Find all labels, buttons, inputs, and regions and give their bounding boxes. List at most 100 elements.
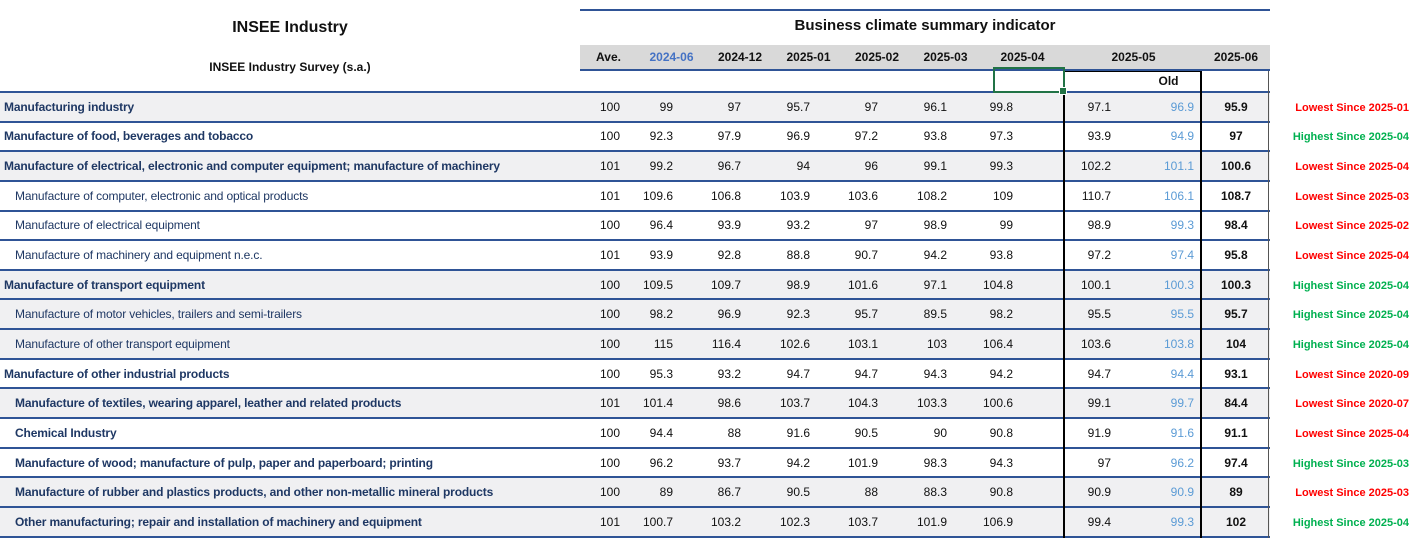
value-cell[interactable]: 98.9: [923, 218, 947, 233]
value-cell[interactable]: 102.2: [1080, 159, 1111, 174]
value-cell[interactable]: 91.6: [1170, 425, 1194, 440]
value-cell[interactable]: 101.9: [847, 455, 878, 470]
value-cell[interactable]: 99.3: [989, 159, 1013, 174]
value-cell[interactable]: 101: [599, 188, 620, 203]
status-text[interactable]: Lowest Since 2025-01: [1295, 101, 1409, 114]
value-cell[interactable]: 99.8: [989, 99, 1013, 114]
value-cell[interactable]: 95.5: [1170, 307, 1194, 322]
value-cell[interactable]: 89: [659, 485, 673, 500]
value-cell[interactable]: 100: [599, 455, 620, 470]
value-cell[interactable]: 91.6: [786, 425, 810, 440]
value-cell[interactable]: 96.1: [923, 99, 947, 114]
value-cell[interactable]: 97.2: [1087, 248, 1111, 263]
value-cell[interactable]: 88.3: [923, 485, 947, 500]
value-cell[interactable]: 100: [599, 336, 620, 351]
value-cell[interactable]: 109.6: [642, 188, 673, 203]
column-header-2025-03[interactable]: 2025-03: [923, 50, 968, 64]
row-label[interactable]: Manufacture of transport equipment: [4, 277, 205, 292]
status-text[interactable]: Lowest Since 2025-04: [1295, 250, 1409, 263]
value-cell[interactable]: 100: [599, 366, 620, 381]
value-cell[interactable]: 109.7: [710, 277, 741, 292]
value-cell[interactable]: 96.9: [786, 129, 810, 144]
value-cell[interactable]: 92.3: [649, 129, 673, 144]
value-cell[interactable]: 96.2: [1170, 455, 1194, 470]
value-cell[interactable]: 99.1: [1087, 396, 1111, 411]
row-label[interactable]: Manufacture of electrical, electronic an…: [4, 159, 500, 174]
value-cell[interactable]: 101.6: [847, 277, 878, 292]
value-cell[interactable]: 92.8: [717, 248, 741, 263]
value-cell[interactable]: 91.1: [1224, 425, 1248, 440]
value-cell[interactable]: 100.6: [1220, 159, 1252, 174]
value-cell[interactable]: 90.5: [786, 485, 810, 500]
value-cell[interactable]: 97.4: [1224, 455, 1248, 470]
value-cell[interactable]: 95.8: [1224, 248, 1248, 263]
value-cell[interactable]: 94.7: [1087, 366, 1111, 381]
value-cell[interactable]: 93.2: [717, 366, 741, 381]
value-cell[interactable]: 90.5: [854, 425, 878, 440]
value-cell[interactable]: 109: [992, 188, 1013, 203]
value-cell[interactable]: 92.3: [786, 307, 810, 322]
value-cell[interactable]: 100: [599, 218, 620, 233]
status-text[interactable]: Highest Since 2025-03: [1292, 457, 1409, 470]
row-label[interactable]: Manufacture of machinery and equipment n…: [15, 248, 263, 263]
value-cell[interactable]: 91.9: [1087, 425, 1111, 440]
value-cell[interactable]: 116.4: [711, 336, 741, 351]
value-cell[interactable]: 97.9: [717, 129, 741, 144]
value-cell[interactable]: 100: [599, 99, 620, 114]
value-cell[interactable]: 103.2: [710, 514, 741, 529]
value-cell[interactable]: 96.9: [1170, 99, 1194, 114]
value-cell[interactable]: 98.4: [1224, 218, 1248, 233]
value-cell[interactable]: 101: [599, 396, 620, 411]
value-cell[interactable]: 97: [864, 99, 878, 114]
value-cell[interactable]: 90.8: [989, 485, 1013, 500]
column-header-2025-06[interactable]: 2025-06: [1213, 50, 1259, 64]
value-cell[interactable]: 98.3: [923, 455, 947, 470]
value-cell[interactable]: 103.1: [847, 336, 878, 351]
value-cell[interactable]: 100: [599, 307, 620, 322]
row-label[interactable]: Other manufacturing; repair and installa…: [15, 514, 422, 529]
value-cell[interactable]: 103.8: [1163, 336, 1194, 351]
value-cell[interactable]: 100.1: [1080, 277, 1111, 292]
value-cell[interactable]: 89.5: [923, 307, 947, 322]
value-cell[interactable]: 97: [1229, 129, 1243, 144]
value-cell[interactable]: 98.2: [649, 307, 673, 322]
value-cell[interactable]: 93.9: [717, 218, 741, 233]
row-label[interactable]: Manufacture of computer, electronic and …: [15, 188, 309, 203]
value-cell[interactable]: 99.4: [1087, 514, 1111, 529]
value-cell[interactable]: 106.8: [710, 188, 741, 203]
value-cell[interactable]: 99.3: [1170, 218, 1194, 233]
value-cell[interactable]: 98.6: [717, 396, 741, 411]
value-cell[interactable]: 96: [864, 159, 878, 174]
status-text[interactable]: Lowest Since 2025-02: [1295, 220, 1409, 233]
status-text[interactable]: Lowest Since 2025-03: [1295, 487, 1409, 500]
value-cell[interactable]: 96.2: [649, 455, 673, 470]
value-cell[interactable]: 100.3: [1220, 277, 1252, 292]
row-label[interactable]: Manufacture of electrical equipment: [15, 218, 200, 233]
value-cell[interactable]: 88: [727, 425, 741, 440]
value-cell[interactable]: 100.6: [982, 396, 1013, 411]
value-cell[interactable]: 97.2: [854, 129, 878, 144]
row-label[interactable]: Manufacture of textiles, wearing apparel…: [15, 396, 402, 411]
row-label[interactable]: Manufacture of motor vehicles, trailers …: [15, 307, 302, 322]
value-cell[interactable]: 106.1: [1163, 188, 1194, 203]
value-cell[interactable]: 93.8: [989, 248, 1013, 263]
value-cell[interactable]: 90.9: [1087, 485, 1111, 500]
selection-fill-handle[interactable]: [1059, 87, 1067, 95]
selected-cell[interactable]: [993, 67, 1067, 95]
value-cell[interactable]: 101.9: [916, 514, 947, 529]
value-cell[interactable]: 102: [1225, 514, 1247, 529]
value-cell[interactable]: 94.2: [923, 248, 947, 263]
status-text[interactable]: Highest Since 2025-04: [1292, 131, 1409, 144]
value-cell[interactable]: 101: [599, 248, 620, 263]
row-label[interactable]: Manufacture of food, beverages and tobac…: [4, 129, 254, 144]
value-cell[interactable]: 104.8: [982, 277, 1013, 292]
value-cell[interactable]: 94.4: [649, 425, 673, 440]
value-cell[interactable]: 93.1: [1224, 366, 1248, 381]
value-cell[interactable]: 94.9: [1170, 129, 1194, 144]
value-cell[interactable]: 94.4: [1170, 366, 1194, 381]
value-cell[interactable]: 95.3: [649, 366, 673, 381]
value-cell[interactable]: 100.7: [642, 514, 673, 529]
value-cell[interactable]: 95.7: [1224, 307, 1248, 322]
value-cell[interactable]: 94.2: [989, 366, 1013, 381]
value-cell[interactable]: 115: [653, 336, 673, 351]
